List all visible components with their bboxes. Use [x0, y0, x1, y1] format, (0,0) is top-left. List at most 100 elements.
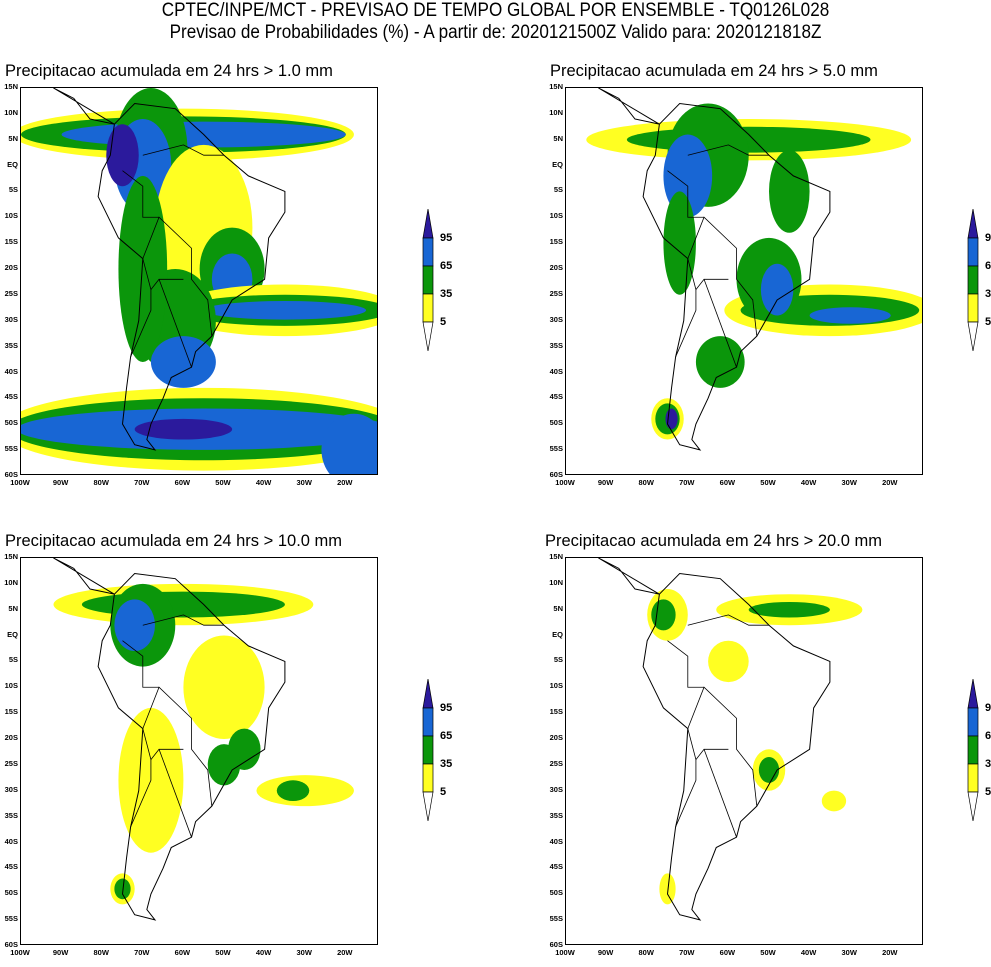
lon-label: 70W	[134, 478, 150, 487]
probability-area	[321, 413, 377, 474]
lon-label: 20W	[882, 948, 898, 957]
lat-label: 10N	[4, 107, 18, 117]
country-border	[142, 614, 224, 626]
lat-label: 5S	[8, 185, 18, 195]
probability-area	[748, 601, 830, 618]
lat-label: 15N	[4, 552, 18, 561]
country-border	[687, 144, 769, 156]
colorbar-label: 95	[440, 702, 453, 714]
lon-label: 70W	[679, 948, 695, 957]
lat-label: 10N	[549, 577, 563, 587]
lat-label: 5N	[553, 133, 563, 143]
lon-label: 30W	[841, 478, 857, 487]
lon-label: 20W	[337, 948, 353, 957]
probability-area	[203, 301, 367, 320]
lon-label: 40W	[800, 948, 817, 957]
colorbar-5-35	[967, 293, 979, 323]
country-border	[130, 759, 152, 827]
probability-area	[118, 175, 168, 363]
lat-label: 55S	[4, 914, 18, 924]
colorbar-label: 65	[440, 730, 453, 742]
country-border	[687, 216, 758, 337]
country-border	[675, 759, 697, 827]
colorbar-5-35	[967, 763, 979, 793]
lat-label: 45S	[549, 862, 563, 872]
probability-area	[760, 263, 794, 316]
colorbar-5-35	[422, 293, 434, 323]
colorbar-95-plus	[967, 209, 979, 239]
lat-label: 50S	[549, 418, 563, 428]
probability-area	[183, 635, 265, 739]
lat-label: 40S	[549, 836, 563, 846]
colorbar-label: 5	[985, 316, 991, 328]
probability-area	[665, 408, 678, 430]
lat-label: 15S	[4, 707, 18, 717]
country-border	[142, 686, 213, 807]
main-title: CPTEC/INPE/MCT - PREVISAO DE TEMPO GLOBA…	[161, 0, 830, 21]
lat-label: EQ	[552, 159, 563, 169]
lat-label: 15S	[549, 237, 563, 247]
lat-label: 25S	[549, 758, 563, 768]
lat-label: 55S	[549, 914, 563, 924]
country-border	[687, 728, 729, 761]
country-border	[142, 144, 224, 156]
colorbar-35-65	[967, 265, 979, 295]
lon-label: 20W	[337, 478, 353, 487]
lon-label: 70W	[134, 948, 150, 957]
lat-label: 35S	[4, 340, 18, 350]
country-border	[703, 279, 737, 368]
probability-area	[758, 757, 780, 783]
country-border	[667, 170, 705, 218]
probability-map-panel: 15N 10N 5N EQ 5S 10S 15S 20S 25S 30S 35S 40S 45S 50S 5…	[0, 82, 380, 497]
panel-title: Precipitacao acumulada em 24 hrs > 20.0 …	[545, 532, 883, 550]
colorbar-legend: 95 65 35 5	[418, 679, 468, 824]
country-border	[687, 686, 758, 807]
lat-label: 25S	[549, 288, 563, 298]
lon-label: 50W	[760, 478, 776, 487]
lat-label: 50S	[549, 888, 563, 898]
map-area	[20, 557, 378, 945]
country-border	[675, 289, 697, 357]
country-border	[142, 728, 184, 761]
probability-area	[114, 599, 155, 652]
lat-label: 50S	[4, 418, 18, 428]
colorbar-65-95	[422, 707, 434, 737]
country-border	[122, 170, 160, 218]
colorbar-below-5	[422, 321, 434, 352]
lat-label: 60S	[549, 470, 563, 480]
lon-label: 50W	[760, 948, 776, 957]
lon-label: 60W	[174, 948, 191, 957]
colorbar-65-95	[967, 237, 979, 267]
panel-title: Precipitacao acumulada em 24 hrs > 10.0 …	[5, 532, 343, 550]
lon-label: 60W	[174, 478, 191, 487]
colorbar-label: 35	[440, 288, 453, 300]
lat-label: 5S	[8, 655, 18, 665]
lon-label: 80W	[638, 478, 654, 487]
probability-area	[659, 873, 676, 905]
colorbar-35-65	[422, 735, 434, 765]
lon-label: 60W	[719, 948, 736, 957]
colorbar-label: 35	[985, 758, 991, 770]
country-border	[687, 258, 729, 291]
lon-label: 100W	[555, 948, 575, 957]
lat-label: 5S	[553, 185, 563, 195]
panel-title: Precipitacao acumulada em 24 hrs > 1.0 m…	[5, 62, 333, 80]
lat-label: 60S	[549, 940, 563, 950]
probability-area	[106, 124, 139, 187]
lat-label: 20S	[4, 733, 18, 743]
lat-label: 20S	[549, 733, 563, 743]
lon-label: 90W	[52, 478, 69, 487]
lat-label: 30S	[549, 314, 563, 324]
lat-label: 25S	[4, 288, 18, 298]
map-area	[565, 87, 923, 475]
colorbar-legend: 95 65 35 5	[418, 209, 468, 354]
lon-label: 80W	[93, 478, 109, 487]
lat-label: 50S	[4, 888, 18, 898]
country-border	[122, 640, 160, 688]
colorbar-35-65	[967, 735, 979, 765]
lat-label: 30S	[4, 314, 18, 324]
lon-label: 80W	[93, 948, 109, 957]
country-border	[142, 258, 184, 291]
lon-label: 40W	[255, 478, 272, 487]
lon-label: 30W	[296, 948, 312, 957]
